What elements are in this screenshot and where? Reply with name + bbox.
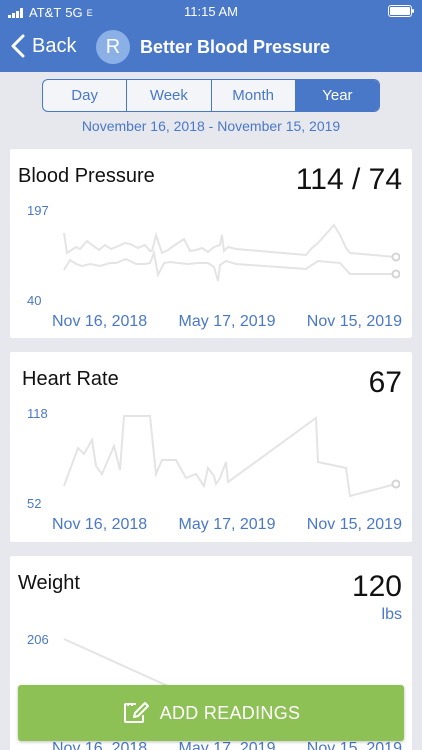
segment-day[interactable]: Day — [43, 80, 128, 111]
x-axis-labels: Nov 16, 2018 May 17, 2019 Nov 15, 2019 — [52, 740, 402, 750]
status-bar: AT&T 5G E 11:15 AM — [0, 0, 422, 24]
segment-month[interactable]: Month — [212, 80, 296, 111]
back-label: Back — [32, 34, 77, 57]
weight-chart — [63, 638, 171, 688]
y-axis-min: 40 — [27, 293, 42, 308]
signal-icon — [8, 7, 23, 18]
heart-rate-card[interactable]: Heart Rate 67 118 52 Nov 16, 2018 May 17… — [10, 352, 412, 542]
chevron-left-icon — [11, 34, 25, 58]
card-unit: lbs — [381, 606, 402, 623]
battery-icon — [388, 5, 414, 17]
heart-rate-series-line — [63, 415, 397, 498]
network-label: 5G — [65, 5, 83, 20]
x-label-start: Nov 16, 2018 — [52, 516, 148, 533]
battery-level-fill — [390, 7, 410, 15]
blood-pressure-chart — [63, 223, 400, 282]
date-range-label: November 16, 2018 - November 15, 2019 — [81, 118, 341, 134]
carrier-label: AT&T — [29, 5, 62, 20]
avatar[interactable]: R — [96, 30, 130, 64]
x-label-mid: May 17, 2019 — [178, 313, 276, 330]
x-label-mid: May 17, 2019 — [178, 740, 276, 750]
x-axis-labels: Nov 16, 2018 May 17, 2019 Nov 15, 2019 — [52, 313, 402, 331]
x-label-end: Nov 15, 2019 — [306, 516, 402, 533]
systolic-series-line — [63, 223, 397, 258]
systolic-last-point — [391, 252, 400, 262]
period-segmented-control: Day Week Month Year — [42, 79, 380, 112]
heart-rate-last-point — [391, 479, 400, 489]
network-suffix: E — [86, 7, 93, 18]
x-axis-labels: Nov 16, 2018 May 17, 2019 Nov 15, 2019 — [52, 516, 402, 534]
page-title: Better Blood Pressure — [140, 37, 331, 57]
x-label-start: Nov 16, 2018 — [52, 740, 148, 750]
y-axis-max: 197 — [27, 203, 49, 218]
segment-week[interactable]: Week — [127, 80, 212, 111]
x-label-end: Nov 15, 2019 — [306, 313, 402, 330]
add-readings-button[interactable]: ADD READINGS — [18, 685, 404, 741]
x-label-end: Nov 15, 2019 — [306, 740, 402, 750]
x-label-mid: May 17, 2019 — [178, 516, 276, 533]
nav-bar: Back R Better Blood Pressure — [0, 28, 422, 66]
card-title: Weight — [18, 572, 80, 594]
card-value: 114 / 74 — [295, 163, 402, 196]
edit-note-icon — [123, 702, 149, 723]
y-axis-max: 118 — [27, 406, 48, 421]
x-label-start: Nov 16, 2018 — [52, 313, 148, 330]
status-left: AT&T 5G E — [8, 5, 93, 20]
diastolic-last-point — [391, 269, 400, 279]
y-axis-max: 206 — [27, 632, 49, 647]
card-title: Blood Pressure — [18, 165, 155, 187]
back-button[interactable]: Back — [10, 34, 76, 58]
diastolic-series-line — [63, 249, 396, 282]
card-title: Heart Rate — [22, 368, 119, 390]
weight-series-line — [63, 638, 171, 688]
add-readings-label: ADD READINGS — [159, 702, 301, 723]
blood-pressure-card[interactable]: Blood Pressure 114 / 74 197 40 Nov 16, 2… — [10, 149, 412, 338]
y-axis-min: 52 — [27, 496, 42, 511]
status-time: 11:15 AM — [184, 4, 238, 19]
segment-year[interactable]: Year — [295, 80, 379, 111]
card-value: 120 — [351, 570, 402, 603]
card-value: 67 — [368, 366, 402, 399]
app-header: AT&T 5G E 11:15 AM Back R Better Blood P… — [0, 0, 422, 72]
heart-rate-chart — [63, 415, 400, 498]
